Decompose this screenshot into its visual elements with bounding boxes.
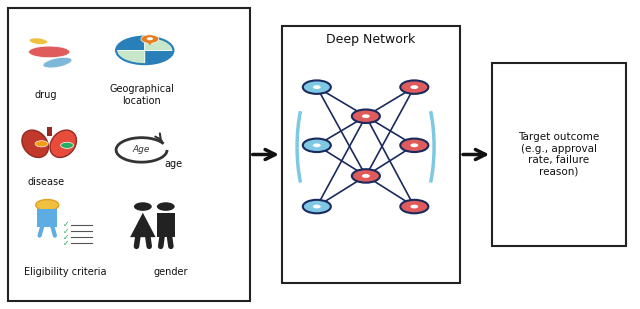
Circle shape bbox=[303, 138, 331, 152]
Circle shape bbox=[141, 35, 159, 43]
FancyBboxPatch shape bbox=[492, 63, 626, 246]
FancyBboxPatch shape bbox=[157, 213, 175, 237]
Circle shape bbox=[157, 202, 175, 211]
Circle shape bbox=[35, 141, 48, 147]
Text: Target outcome
(e.g., approval
rate, failure
reason): Target outcome (e.g., approval rate, fai… bbox=[518, 132, 600, 177]
Circle shape bbox=[400, 80, 428, 94]
Text: Eligibility criteria: Eligibility criteria bbox=[24, 267, 106, 277]
Circle shape bbox=[410, 85, 418, 89]
Polygon shape bbox=[130, 213, 156, 237]
Ellipse shape bbox=[22, 130, 49, 158]
Text: age: age bbox=[164, 159, 182, 169]
Circle shape bbox=[362, 174, 370, 178]
Circle shape bbox=[352, 169, 380, 183]
Circle shape bbox=[410, 143, 418, 147]
Ellipse shape bbox=[43, 57, 72, 68]
Circle shape bbox=[313, 85, 321, 89]
Circle shape bbox=[400, 200, 428, 213]
Ellipse shape bbox=[29, 38, 47, 44]
Text: disease: disease bbox=[28, 177, 65, 187]
FancyBboxPatch shape bbox=[282, 26, 460, 283]
Text: ✓: ✓ bbox=[63, 226, 70, 235]
Wedge shape bbox=[145, 50, 173, 64]
Text: drug: drug bbox=[35, 90, 57, 100]
Ellipse shape bbox=[50, 130, 76, 158]
Circle shape bbox=[303, 80, 331, 94]
Text: ✓: ✓ bbox=[63, 233, 70, 242]
Text: Age: Age bbox=[133, 146, 150, 154]
Circle shape bbox=[400, 138, 428, 152]
Text: ✓: ✓ bbox=[63, 239, 70, 248]
Circle shape bbox=[352, 109, 380, 123]
Text: gender: gender bbox=[153, 267, 188, 277]
Circle shape bbox=[410, 205, 418, 209]
Text: ✓: ✓ bbox=[63, 220, 70, 229]
Circle shape bbox=[313, 143, 321, 147]
Wedge shape bbox=[116, 50, 145, 64]
Circle shape bbox=[303, 200, 331, 213]
Polygon shape bbox=[145, 39, 155, 45]
Circle shape bbox=[313, 205, 321, 209]
Circle shape bbox=[36, 200, 59, 210]
Wedge shape bbox=[145, 36, 173, 50]
FancyBboxPatch shape bbox=[8, 7, 250, 302]
Wedge shape bbox=[116, 36, 145, 50]
Text: Deep Network: Deep Network bbox=[326, 33, 415, 46]
FancyBboxPatch shape bbox=[47, 127, 52, 136]
FancyBboxPatch shape bbox=[37, 209, 58, 227]
Circle shape bbox=[134, 202, 152, 211]
Circle shape bbox=[61, 142, 74, 148]
Circle shape bbox=[362, 114, 370, 118]
Ellipse shape bbox=[28, 46, 70, 58]
Text: Geographical
location: Geographical location bbox=[109, 84, 174, 106]
Circle shape bbox=[147, 37, 153, 40]
